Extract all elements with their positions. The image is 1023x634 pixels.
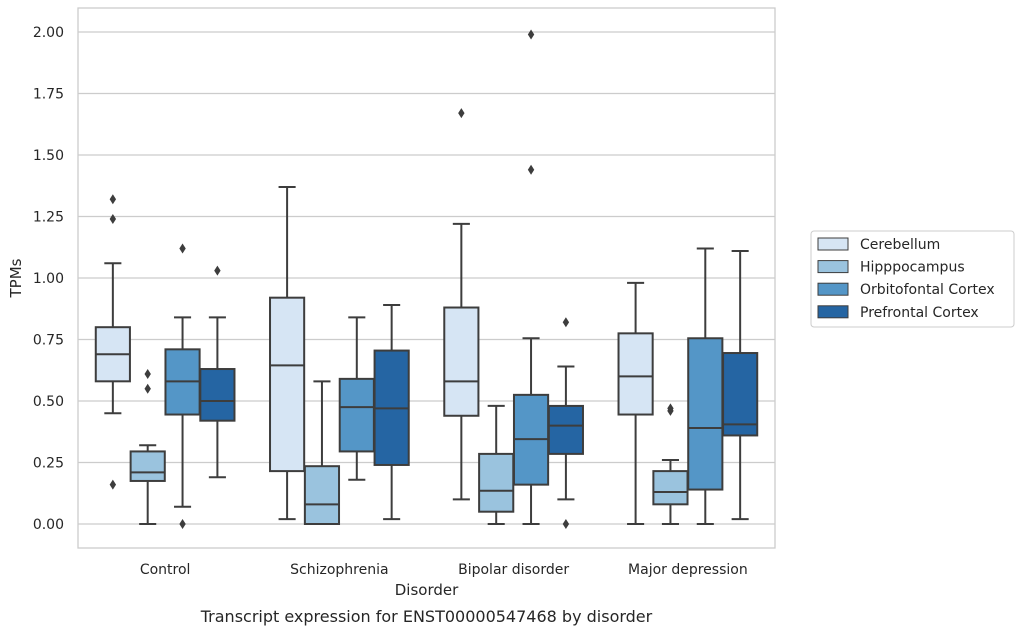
x-tick-label: Bipolar disorder: [458, 562, 569, 578]
box-hipppocampus: [652, 403, 689, 525]
box-hipppocampus: [129, 368, 166, 525]
outlier-point: [144, 368, 151, 379]
box-iqr: [617, 332, 654, 416]
legend-label: Prefrontal Cortex: [860, 305, 979, 321]
box-iqr: [547, 404, 584, 455]
x-tick-label: Schizophrenia: [290, 562, 388, 578]
y-tick-label: 0.25: [33, 456, 64, 472]
box-iqr: [338, 377, 375, 453]
y-axis-label: TPMs: [7, 258, 25, 298]
legend-swatch: [817, 305, 849, 319]
box-cerebellum: [94, 194, 131, 490]
legend-swatch: [817, 260, 849, 274]
box-orbitofontal-cortex: [512, 29, 550, 525]
box-iqr: [269, 296, 306, 473]
box-iqr: [652, 470, 689, 506]
box-iqr: [303, 465, 341, 526]
y-tick-label: 1.25: [33, 210, 64, 226]
box-iqr: [478, 452, 515, 513]
y-tick-label: 1.00: [33, 271, 64, 287]
chart-caption: Transcript expression for ENST0000054746…: [200, 607, 653, 626]
box-orbitofontal-cortex: [687, 247, 724, 525]
outlier-point: [214, 265, 221, 276]
y-tick-label: 0.50: [33, 394, 64, 410]
box-groups: [94, 29, 759, 529]
outlier-point: [109, 479, 117, 490]
box-iqr: [722, 352, 759, 437]
box-hipppocampus: [303, 380, 341, 526]
y-tick-label: 0.00: [33, 517, 64, 533]
box-prefrontal-cortex: [547, 317, 584, 529]
box-cerebellum: [443, 108, 480, 501]
legend-frame: [810, 230, 1015, 328]
outlier-point: [562, 317, 570, 328]
outlier-point: [179, 243, 186, 254]
y-tick-label: 1.50: [33, 148, 64, 164]
box-orbitofontal-cortex: [338, 316, 375, 481]
legend-label: Orbitofontal Cortex: [860, 282, 995, 298]
outlier-point: [527, 29, 535, 40]
box-cerebellum: [269, 185, 306, 521]
y-tick-label: 2.00: [33, 25, 64, 41]
box-prefrontal-cortex: [722, 249, 759, 521]
outlier-point: [562, 519, 570, 529]
box-iqr: [199, 368, 236, 422]
outlier-point: [179, 519, 186, 529]
outlier-point: [144, 383, 151, 394]
outlier-point: [667, 405, 674, 416]
box-iqr: [129, 450, 166, 482]
box-orbitofontal-cortex: [164, 243, 201, 529]
legend-swatch: [817, 237, 849, 251]
y-tick-label: 0.75: [33, 333, 64, 349]
outlier-point: [109, 194, 117, 205]
outlier-point: [458, 108, 465, 119]
box-iqr: [443, 306, 480, 417]
box-cerebellum: [617, 281, 654, 525]
outlier-point: [527, 164, 535, 175]
box-prefrontal-cortex: [199, 265, 236, 479]
legend: Cerebellum Hipppocampus Orbitofontal Corte…: [810, 230, 1015, 328]
x-tick-labels: Control Schizophrenia Bipolar disorder Majo…: [140, 562, 748, 578]
legend-swatch: [817, 282, 849, 296]
x-tick-label: Control: [140, 562, 191, 578]
y-tick-label: 1.75: [33, 87, 64, 103]
legend-label: Hipppocampus: [860, 260, 965, 276]
y-tick-labels: 0.00 0.25 0.50 0.75 1.00 1.25 1.50 1.75 2.00: [33, 25, 64, 533]
box-iqr: [687, 337, 724, 491]
x-tick-label: Major depression: [628, 562, 748, 578]
box-prefrontal-cortex: [373, 304, 410, 521]
box-hipppocampus: [478, 404, 515, 525]
plot-frame: [77, 7, 776, 549]
outlier-point: [109, 213, 117, 224]
x-axis-label: Disorder: [395, 581, 459, 599]
legend-label: Cerebellum: [860, 237, 940, 253]
